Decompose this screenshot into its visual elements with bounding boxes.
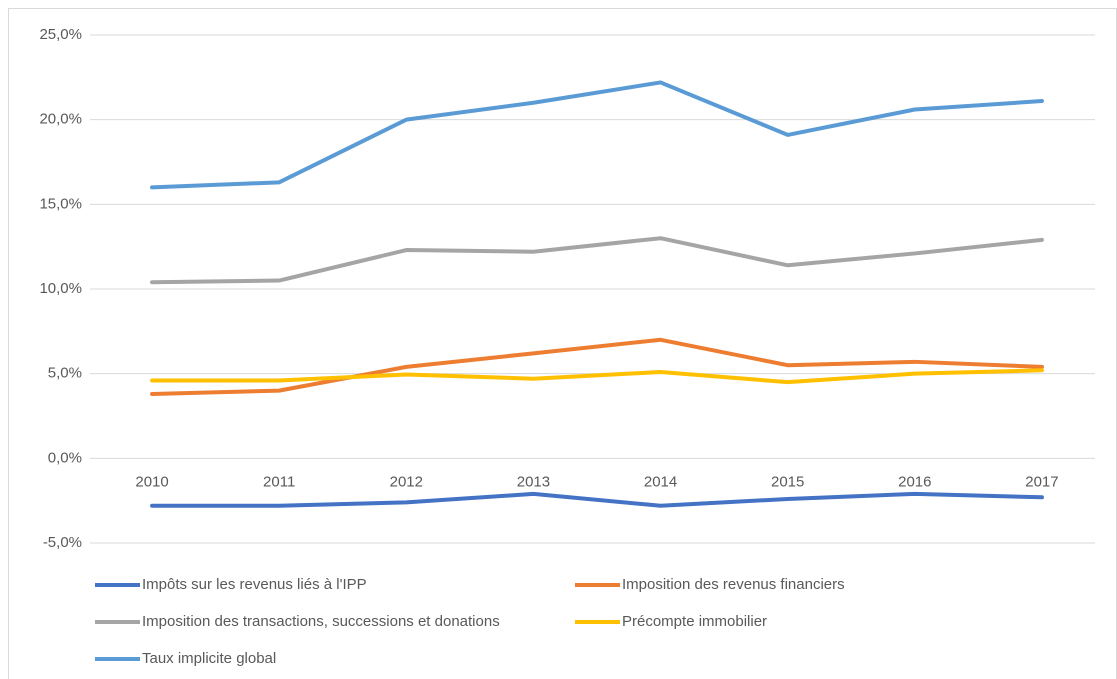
series-line <box>150 368 1044 385</box>
x-tick-label: 2015 <box>771 473 804 490</box>
legend-label: Imposition des transactions, successions… <box>142 613 500 630</box>
series-line <box>150 236 1044 285</box>
x-tick-label: 2016 <box>898 473 931 490</box>
y-tick-label: 10,0% <box>39 280 82 297</box>
legend-label: Précompte immobilier <box>622 613 767 630</box>
y-tick-label: 25,0% <box>39 26 82 43</box>
legend-label: Impôts sur les revenus liés à l'IPP <box>142 576 367 593</box>
legend-label: Imposition des revenus financiers <box>622 576 845 593</box>
y-tick-label: 20,0% <box>39 111 82 128</box>
y-tick-label: 15,0% <box>39 195 82 212</box>
series-line <box>150 337 1044 396</box>
y-tick-label: -5,0% <box>43 534 82 551</box>
x-tick-label: 2017 <box>1025 473 1058 490</box>
x-tick-label: 2014 <box>644 473 677 490</box>
y-tick-label: 5,0% <box>48 365 82 382</box>
x-tick-label: 2013 <box>517 473 550 490</box>
series-line <box>150 80 1044 190</box>
x-tick-label: 2012 <box>390 473 423 490</box>
x-tick-label: 2010 <box>135 473 168 490</box>
series-line <box>150 491 1044 508</box>
legend-label: Taux implicite global <box>142 650 276 667</box>
y-tick-label: 0,0% <box>48 449 82 466</box>
x-tick-label: 2011 <box>263 473 295 490</box>
